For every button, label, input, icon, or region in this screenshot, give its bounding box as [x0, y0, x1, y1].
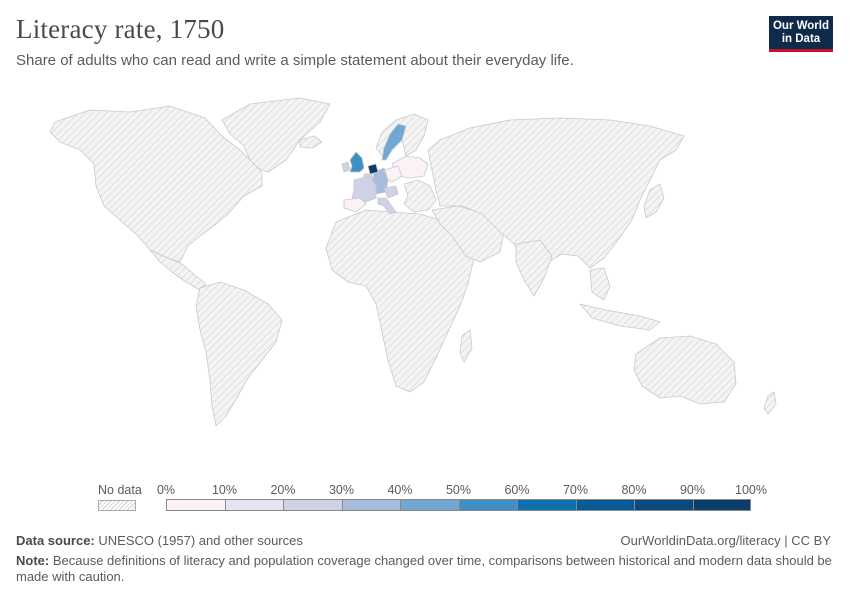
country-italy [377, 197, 397, 215]
chart-title: Literacy rate, 1750 [16, 14, 225, 44]
legend-bin-8[interactable] [634, 499, 693, 511]
region-eastern-europe [403, 179, 437, 213]
legend-bin-7[interactable] [575, 499, 634, 511]
legend-tick-label: 90% [679, 483, 706, 497]
country-spain [343, 197, 367, 213]
region-south-america [195, 281, 283, 427]
region-north-america [49, 105, 263, 263]
world-map [49, 97, 777, 427]
legend-tick-label: 10% [211, 483, 238, 497]
legend-tick-label: 100% [735, 483, 767, 497]
region-iceland [299, 135, 323, 149]
legend-bin-5[interactable] [458, 499, 517, 511]
legend-bin-1[interactable] [224, 499, 283, 511]
source-label: Data source: [16, 533, 95, 548]
country-united-kingdom [349, 151, 365, 173]
legend-bin-3[interactable] [341, 499, 400, 511]
legend-bin-0[interactable] [166, 499, 225, 511]
region-japan [643, 183, 665, 219]
logo-line-1: Our World [772, 20, 829, 32]
country-ireland [341, 161, 351, 173]
source-url[interactable]: OurWorldinData.org/literacy | CC BY [621, 533, 831, 548]
note-label: Note: [16, 553, 50, 568]
region-asia [427, 117, 685, 273]
legend-tick-label: 60% [504, 483, 530, 497]
note: Note: Because definitions of literacy an… [16, 553, 836, 585]
no-data-swatch [98, 500, 136, 511]
legend: No data 0% 10% 20% 30% 40% 50% 60% 70% 80% 90% 100… [0, 478, 850, 518]
chart-subtitle: Share of adults who can read and write a… [16, 52, 574, 69]
legend-bin-9[interactable] [692, 499, 751, 511]
legend-tick-label: 0% [156, 483, 176, 497]
legend-tick-label: 30% [328, 483, 355, 497]
legend-tick-label: 40% [387, 483, 413, 497]
legend-bin-4[interactable] [400, 499, 459, 511]
region-southeast-asia [579, 267, 661, 331]
region-africa [325, 209, 475, 393]
no-data-label: No data [98, 483, 142, 497]
legend-bin-2[interactable] [283, 499, 342, 511]
legend-tick-label: 70% [562, 483, 589, 497]
country-netherlands [367, 163, 379, 175]
note-text: Because definitions of literacy and popu… [16, 553, 832, 584]
legend-tick-label: 50% [445, 483, 472, 497]
country-france [351, 175, 377, 203]
data-source: Data source: UNESCO (1957) and other sou… [16, 533, 303, 548]
country-austria [383, 185, 399, 199]
logo-line-2: in Data [781, 33, 821, 45]
source-text: UNESCO (1957) and other sources [98, 533, 303, 548]
region-new-zealand [763, 391, 777, 415]
country-sweden [381, 123, 407, 161]
legend-tick-label: 20% [270, 483, 296, 497]
region-india [515, 239, 553, 297]
url-link[interactable]: OurWorldinData.org/literacy | CC BY [620, 533, 831, 548]
region-australia [633, 335, 737, 405]
region-madagascar [459, 329, 473, 363]
legend-tick-label: 80% [621, 483, 647, 497]
owid-logo[interactable]: Our World in Data [769, 16, 833, 52]
legend-bin-6[interactable] [517, 499, 576, 511]
region-greenland [221, 97, 331, 173]
